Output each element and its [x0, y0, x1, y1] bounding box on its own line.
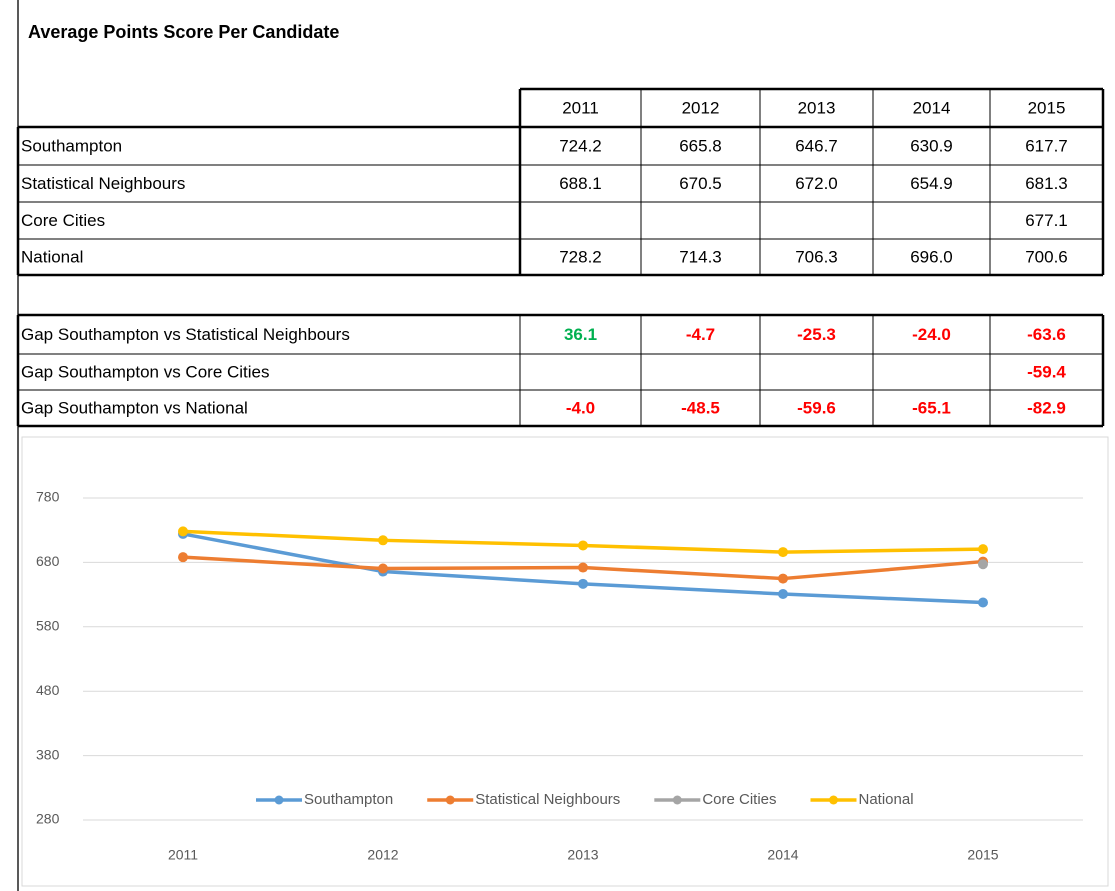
legend-label: Statistical Neighbours — [475, 791, 620, 808]
column-header: 2012 — [682, 98, 720, 117]
gap-value: -4.7 — [686, 325, 715, 344]
data-point — [578, 562, 588, 573]
chart-area — [21, 436, 1109, 887]
data-point — [778, 573, 788, 584]
legend-label: Southampton — [304, 791, 393, 808]
row-label: Gap Southampton vs National — [21, 398, 248, 417]
gap-value: -59.6 — [797, 398, 836, 417]
y-tick-label: 280 — [36, 811, 60, 827]
row-label: Core Cities — [21, 211, 105, 230]
y-tick-label: 680 — [36, 553, 60, 569]
cell-value: 706.3 — [795, 247, 838, 266]
gap-value: -65.1 — [912, 398, 951, 417]
legend-marker — [274, 795, 284, 805]
gap-value: -25.3 — [797, 325, 836, 344]
cell-value: 672.0 — [795, 174, 838, 193]
data-point — [778, 589, 788, 600]
data-point — [978, 544, 988, 555]
cell-value: 728.2 — [559, 247, 602, 266]
cell-value: 714.3 — [679, 247, 722, 266]
column-header: 2011 — [562, 98, 599, 117]
x-tick-label: 2015 — [967, 847, 998, 863]
x-tick-label: 2011 — [168, 847, 198, 863]
data-point — [578, 540, 588, 551]
data-point — [178, 526, 188, 537]
legend-marker — [829, 795, 838, 805]
row-label: Gap Southampton vs Statistical Neighbour… — [21, 325, 350, 344]
cell-value: 724.2 — [559, 136, 602, 155]
gap-value: -59.4 — [1027, 362, 1066, 381]
row-label: National — [21, 247, 83, 266]
data-point — [978, 597, 988, 608]
column-header: 2015 — [1028, 98, 1066, 117]
row-label: Statistical Neighbours — [21, 174, 185, 193]
data-point — [378, 563, 388, 574]
column-header: 2014 — [913, 98, 951, 117]
cell-value: 630.9 — [910, 136, 953, 155]
y-tick-label: 780 — [36, 489, 60, 505]
data-point — [378, 535, 388, 546]
cell-value: 617.7 — [1025, 136, 1068, 155]
gap-value: 36.1 — [564, 325, 597, 344]
legend-marker — [445, 795, 455, 805]
cell-value: 665.8 — [679, 136, 722, 155]
gap-value: -24.0 — [912, 325, 951, 344]
gap-value: -48.5 — [681, 398, 720, 417]
y-tick-label: 580 — [36, 618, 60, 634]
y-tick-label: 480 — [36, 682, 60, 698]
x-tick-label: 2014 — [767, 847, 798, 863]
legend-label: National — [859, 791, 914, 808]
row-label: Gap Southampton vs Core Cities — [21, 362, 270, 381]
cell-value: 688.1 — [559, 174, 602, 193]
sheet-title: Average Points Score Per Candidate — [28, 22, 339, 42]
data-point — [978, 559, 988, 570]
gap-value: -4.0 — [566, 398, 595, 417]
gap-value: -82.9 — [1027, 398, 1066, 417]
cell-value: 696.0 — [910, 247, 953, 266]
row-label: Southampton — [21, 136, 122, 155]
cell-value: 700.6 — [1025, 247, 1068, 266]
cell-value: 646.7 — [795, 136, 838, 155]
cell-value: 681.3 — [1025, 174, 1068, 193]
x-tick-label: 2013 — [567, 847, 598, 863]
cell-value: 670.5 — [679, 174, 722, 193]
cell-value: 654.9 — [910, 174, 953, 193]
cell-value: 677.1 — [1025, 211, 1068, 230]
legend-label: Core Cities — [702, 791, 776, 808]
x-tick-label: 2012 — [367, 847, 398, 863]
legend-marker — [672, 795, 682, 805]
data-point — [778, 547, 788, 558]
column-header: 2013 — [798, 98, 836, 117]
data-point — [578, 578, 588, 589]
gap-value: -63.6 — [1027, 325, 1066, 344]
y-tick-label: 380 — [36, 746, 60, 762]
data-point — [178, 552, 188, 563]
